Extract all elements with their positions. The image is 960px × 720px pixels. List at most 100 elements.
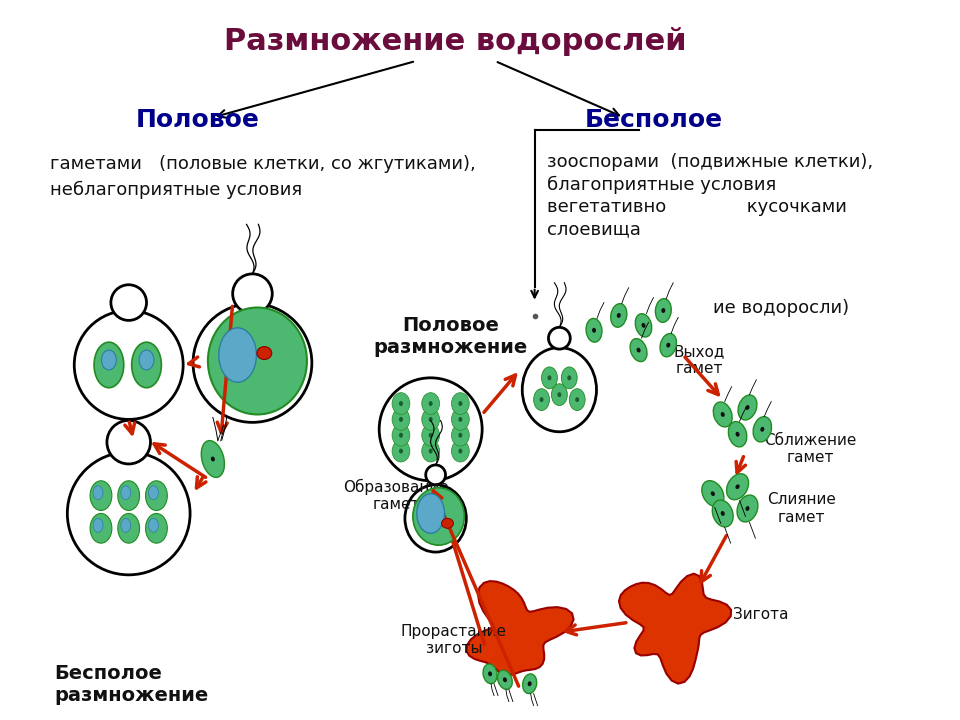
Text: Зигота: Зигота (732, 607, 788, 622)
Ellipse shape (208, 307, 307, 415)
Ellipse shape (541, 367, 558, 389)
Ellipse shape (558, 392, 562, 397)
Ellipse shape (421, 408, 440, 431)
Ellipse shape (562, 367, 577, 389)
Ellipse shape (442, 518, 453, 528)
Ellipse shape (118, 481, 139, 510)
Ellipse shape (399, 449, 403, 454)
Ellipse shape (121, 518, 131, 532)
Ellipse shape (753, 417, 772, 442)
Ellipse shape (712, 500, 733, 527)
Ellipse shape (729, 422, 747, 447)
Ellipse shape (146, 513, 167, 543)
Ellipse shape (202, 441, 225, 477)
Ellipse shape (547, 375, 551, 380)
Ellipse shape (745, 506, 750, 511)
Ellipse shape (193, 304, 312, 423)
Ellipse shape (666, 343, 670, 348)
Ellipse shape (630, 338, 647, 361)
Text: Выход
гамет: Выход гамет (673, 344, 725, 376)
Ellipse shape (738, 395, 756, 420)
Text: Бесполое: Бесполое (585, 109, 723, 132)
Ellipse shape (219, 328, 256, 382)
Ellipse shape (656, 299, 671, 323)
Ellipse shape (721, 511, 725, 516)
Ellipse shape (392, 440, 410, 462)
Ellipse shape (94, 342, 124, 388)
Ellipse shape (399, 401, 403, 406)
Text: Размножение водорослей: Размножение водорослей (224, 27, 686, 55)
Ellipse shape (421, 440, 440, 462)
Text: зооспорами  (подвижные клетки),: зооспорами (подвижные клетки), (546, 153, 873, 171)
Text: Половое: Половое (136, 109, 260, 132)
Ellipse shape (118, 513, 139, 543)
Ellipse shape (616, 313, 621, 318)
Ellipse shape (660, 333, 677, 357)
Text: вегетативно              кусочками: вегетативно кусочками (546, 197, 847, 215)
Ellipse shape (534, 389, 549, 410)
Ellipse shape (710, 491, 715, 496)
Ellipse shape (421, 424, 440, 446)
Ellipse shape (611, 304, 627, 327)
Ellipse shape (575, 397, 579, 402)
Ellipse shape (458, 449, 463, 454)
Ellipse shape (392, 408, 410, 431)
Ellipse shape (702, 481, 724, 507)
Text: неблагоприятные условия: неблагоприятные условия (50, 181, 301, 199)
Text: Половое
размножение: Половое размножение (373, 316, 528, 356)
Ellipse shape (497, 670, 513, 689)
Text: ие водоросли): ие водоросли) (713, 299, 849, 317)
Ellipse shape (392, 424, 410, 446)
Ellipse shape (745, 405, 750, 410)
Ellipse shape (392, 392, 410, 415)
Ellipse shape (90, 481, 112, 510)
Ellipse shape (257, 346, 272, 359)
Polygon shape (619, 574, 732, 683)
Ellipse shape (107, 420, 151, 464)
Ellipse shape (721, 412, 725, 417)
Ellipse shape (93, 518, 103, 532)
Ellipse shape (636, 314, 652, 337)
Ellipse shape (399, 417, 403, 422)
Ellipse shape (102, 350, 116, 370)
Ellipse shape (429, 449, 433, 454)
Ellipse shape (149, 518, 158, 532)
Ellipse shape (425, 465, 445, 485)
Ellipse shape (528, 681, 532, 686)
Ellipse shape (586, 318, 602, 342)
Ellipse shape (429, 417, 433, 422)
Ellipse shape (488, 671, 492, 676)
Ellipse shape (760, 427, 764, 432)
Ellipse shape (74, 310, 183, 420)
Ellipse shape (417, 494, 444, 534)
Ellipse shape (379, 378, 482, 481)
Ellipse shape (139, 350, 154, 370)
Ellipse shape (569, 389, 585, 410)
Ellipse shape (451, 424, 469, 446)
Ellipse shape (90, 513, 112, 543)
Ellipse shape (429, 433, 433, 438)
Polygon shape (467, 581, 573, 675)
Ellipse shape (727, 474, 749, 500)
Ellipse shape (735, 485, 740, 489)
Ellipse shape (551, 384, 567, 405)
Text: Образование
гамет: Образование гамет (343, 479, 449, 513)
Ellipse shape (132, 342, 161, 388)
Text: Слияние
гамет: Слияние гамет (767, 492, 836, 525)
Text: благоприятные условия: благоприятные условия (546, 176, 776, 194)
Ellipse shape (503, 678, 507, 683)
Text: гаметами   (половые клетки, со жгутиками),: гаметами (половые клетки, со жгутиками), (50, 155, 475, 173)
Ellipse shape (429, 401, 433, 406)
Text: Сближение
гамет: Сближение гамет (764, 433, 856, 465)
Ellipse shape (735, 432, 739, 437)
Ellipse shape (636, 348, 640, 353)
Ellipse shape (592, 328, 596, 333)
Ellipse shape (458, 417, 463, 422)
Ellipse shape (641, 323, 645, 328)
Ellipse shape (67, 452, 190, 575)
Text: слоевища: слоевища (546, 220, 640, 238)
Ellipse shape (540, 397, 543, 402)
Ellipse shape (149, 486, 158, 500)
Ellipse shape (458, 401, 463, 406)
Text: Прорастание
зиготы: Прорастание зиготы (401, 624, 507, 657)
